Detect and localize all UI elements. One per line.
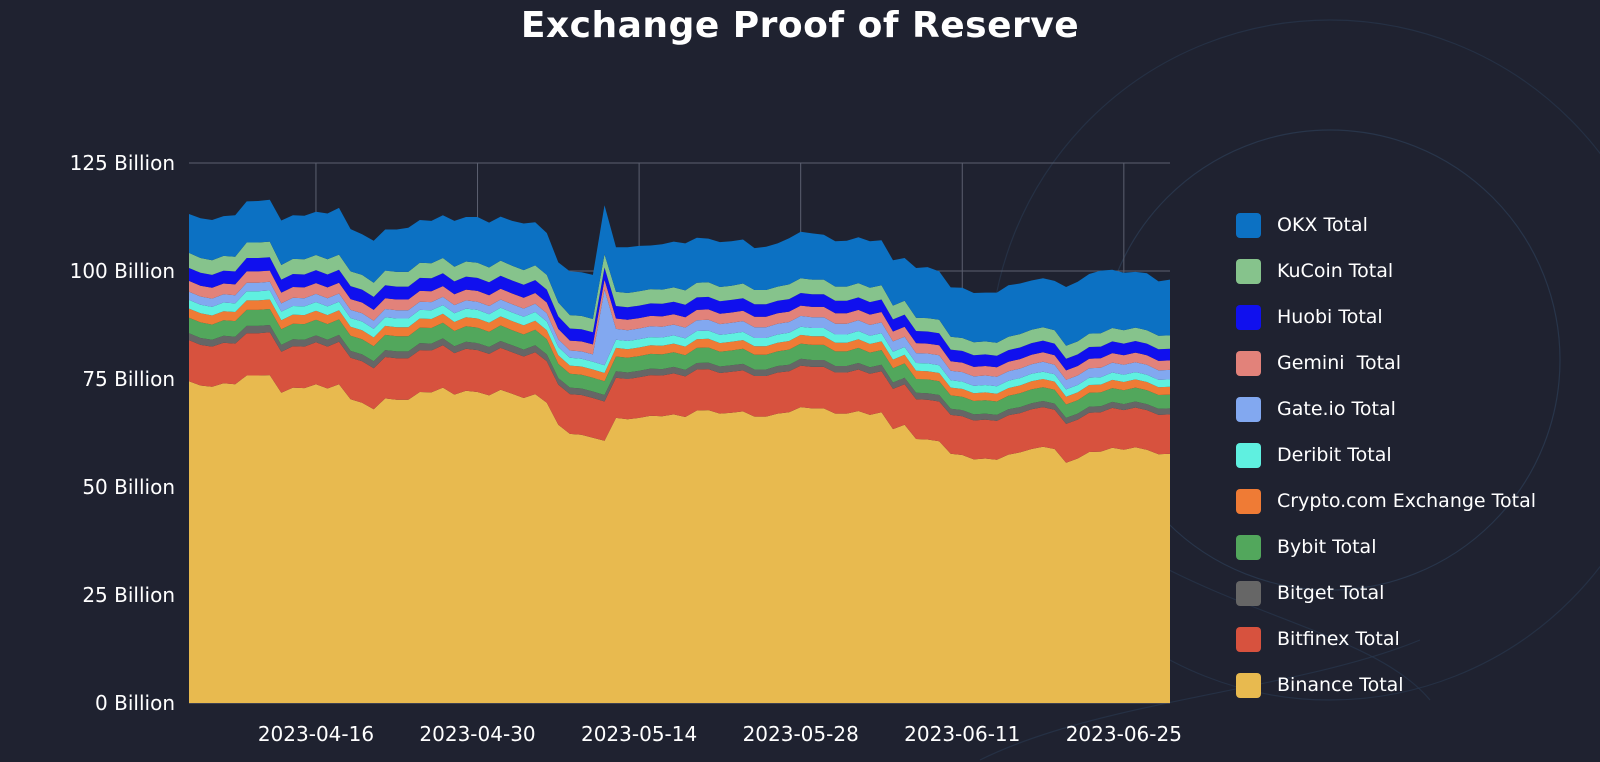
legend-item[interactable]: Huobi Total [1236, 294, 1586, 340]
legend-label: Deribit Total [1277, 444, 1392, 466]
legend-label: Bitget Total [1277, 582, 1385, 604]
legend-item[interactable]: Bybit Total [1236, 524, 1586, 570]
legend-swatch [1236, 534, 1261, 560]
legend-label: Gate.io Total [1277, 398, 1396, 420]
y-tick-label: 75 Billion [82, 367, 175, 391]
x-tick-label: 2023-06-25 [1066, 722, 1182, 746]
y-tick-label: 25 Billion [82, 583, 175, 607]
area-binance-total [189, 375, 1170, 703]
area-series-group [189, 199, 1170, 703]
legend-swatch [1236, 258, 1261, 284]
legend-label: Huobi Total [1277, 306, 1383, 328]
y-tick-label: 100 Billion [70, 259, 175, 283]
legend-item[interactable]: KuCoin Total [1236, 248, 1586, 294]
legend-item[interactable]: Bitget Total [1236, 570, 1586, 616]
area-kucoin-total [189, 241, 1170, 359]
legend-label: Gemini Total [1277, 352, 1401, 374]
area-okx-total [189, 199, 1170, 346]
legend-swatch [1236, 396, 1261, 422]
legend-label: KuCoin Total [1277, 260, 1394, 282]
area-bitget-total [189, 325, 1170, 424]
legend-swatch [1236, 488, 1261, 514]
y-tick-label: 0 Billion [95, 691, 175, 715]
legend-item[interactable]: Gate.io Total [1236, 386, 1586, 432]
legend-item[interactable]: Deribit Total [1236, 432, 1586, 478]
y-tick-label: 50 Billion [82, 475, 175, 499]
legend-swatch [1236, 442, 1261, 468]
legend-swatch [1236, 672, 1261, 698]
legend-swatch [1236, 626, 1261, 652]
area-deribit-total [189, 290, 1170, 397]
y-tick-label: 125 Billion [70, 151, 175, 175]
area-crypto-com-exchange-total [189, 299, 1170, 405]
x-tick-label: 2023-06-11 [904, 722, 1020, 746]
legend-swatch [1236, 212, 1261, 238]
legend-swatch [1236, 304, 1261, 330]
chart-legend: OKX Total KuCoin Total Huobi Total Gemini T… [1236, 202, 1586, 708]
legend-label: Binance Total [1277, 674, 1404, 696]
x-tick-label: 2023-04-30 [419, 722, 535, 746]
legend-label: Bybit Total [1277, 536, 1377, 558]
legend-item[interactable]: OKX Total [1236, 202, 1586, 248]
area-bybit-total [189, 309, 1170, 418]
chart-title: Exchange Proof of Reserve [520, 5, 1080, 46]
x-tick-label: 2023-04-16 [258, 722, 374, 746]
area-huobi-total [189, 257, 1170, 371]
area-gemini-total [189, 270, 1170, 380]
area-bitfinex-total [189, 332, 1170, 463]
legend-item[interactable]: Bitfinex Total [1236, 616, 1586, 662]
legend-item[interactable]: Crypto.com Exchange Total [1236, 478, 1586, 524]
legend-swatch [1236, 580, 1261, 606]
legend-label: Crypto.com Exchange Total [1277, 490, 1537, 512]
x-tick-label: 2023-05-14 [581, 722, 697, 746]
legend-label: Bitfinex Total [1277, 628, 1400, 650]
legend-item[interactable]: Gemini Total [1236, 340, 1586, 386]
legend-swatch [1236, 350, 1261, 376]
x-tick-label: 2023-05-28 [743, 722, 859, 746]
area-gate-io-total [189, 281, 1170, 390]
legend-label: OKX Total [1277, 214, 1368, 236]
legend-item[interactable]: Binance Total [1236, 662, 1586, 708]
